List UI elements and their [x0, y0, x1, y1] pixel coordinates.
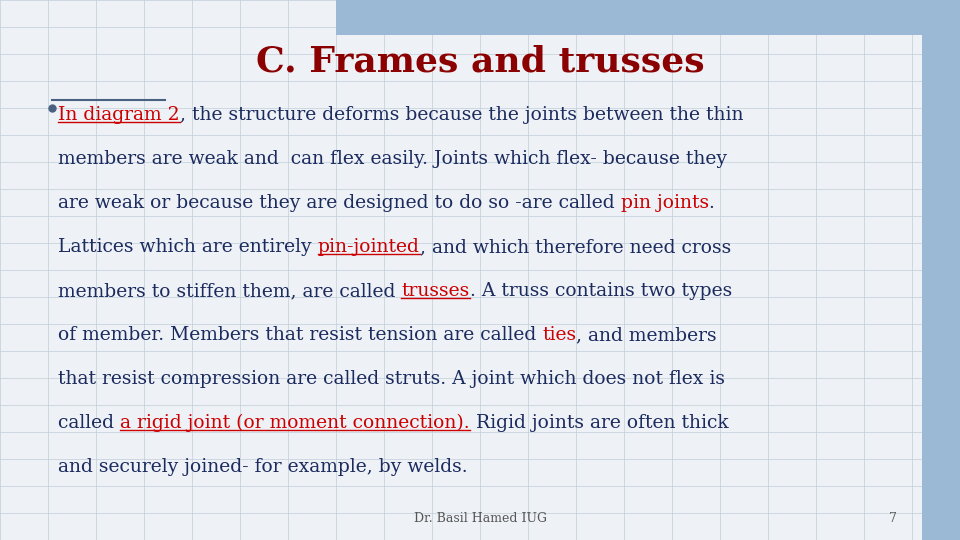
Text: pin-jointed: pin-jointed: [318, 238, 420, 256]
Text: Dr. Basil Hamed IUG: Dr. Basil Hamed IUG: [414, 511, 546, 524]
Text: are weak or because they are designed to do so -are called: are weak or because they are designed to…: [58, 194, 620, 212]
Text: and securely joined- for example, by welds.: and securely joined- for example, by wel…: [58, 458, 468, 476]
Text: called: called: [58, 414, 120, 432]
Text: , and which therefore need cross: , and which therefore need cross: [420, 238, 731, 256]
Text: Rigid joints are often thick: Rigid joints are often thick: [469, 414, 729, 432]
Text: a rigid joint (or moment connection).: a rigid joint (or moment connection).: [120, 414, 469, 432]
Text: members are weak and  can flex easily. Joints which flex- because they: members are weak and can flex easily. Jo…: [58, 150, 727, 168]
Text: In diagram 2: In diagram 2: [58, 106, 180, 124]
Text: .: .: [708, 194, 714, 212]
Text: 7: 7: [889, 511, 897, 524]
Text: members to stiffen them, are called: members to stiffen them, are called: [58, 282, 401, 300]
Text: , and members: , and members: [576, 326, 717, 344]
Bar: [922, 0, 960, 540]
Text: ties: ties: [542, 326, 576, 344]
Bar: [336, 0, 960, 35]
Text: of member. Members that resist tension are called: of member. Members that resist tension a…: [58, 326, 542, 344]
Text: C. Frames and trusses: C. Frames and trusses: [255, 45, 705, 79]
Text: , the structure deforms because the joints between the thin: , the structure deforms because the join…: [180, 106, 743, 124]
Text: Lattices which are entirely: Lattices which are entirely: [58, 238, 318, 256]
Text: trusses: trusses: [401, 282, 469, 300]
Text: pin joints: pin joints: [620, 194, 708, 212]
Text: that resist compression are called struts. A joint which does not flex is: that resist compression are called strut…: [58, 370, 725, 388]
Text: . A truss contains two types: . A truss contains two types: [469, 282, 732, 300]
